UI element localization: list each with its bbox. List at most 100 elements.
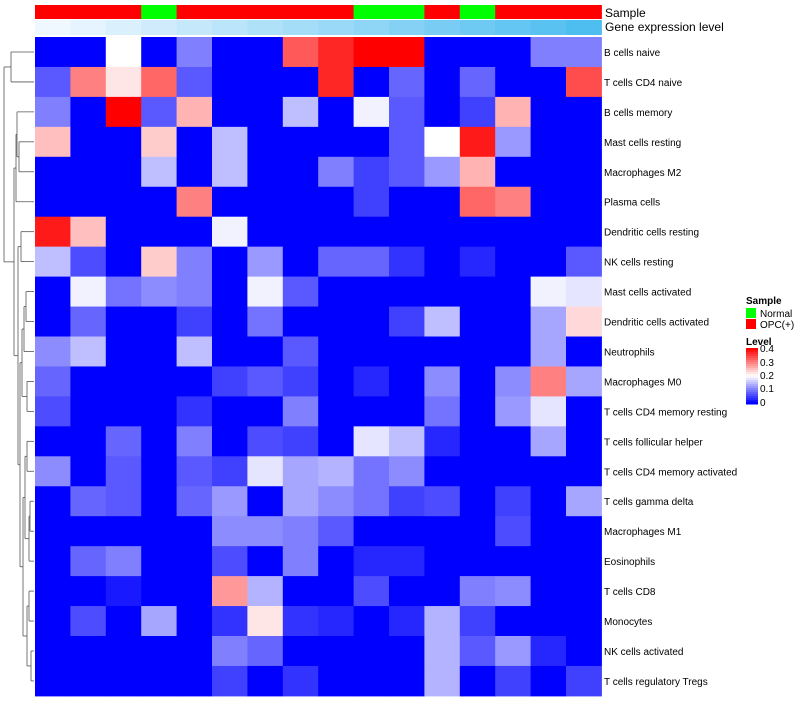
heatmap-cell-r14-c8	[282, 426, 319, 457]
heatmap-cell-r5-c2	[70, 156, 107, 188]
heatmap-cell-r17-c15	[530, 516, 567, 547]
heatmap-cell-r4-c8	[282, 126, 319, 158]
heatmap-cell-r15-c9	[318, 456, 355, 487]
heatmap-cell-r5-c8	[282, 156, 319, 188]
heatmap-cell-r13-c13	[459, 396, 496, 427]
heatmap-cell-r18-c9	[318, 546, 355, 577]
heatmap-cell-r13-c12	[424, 396, 461, 427]
heatmap-cell-r16-c10	[353, 486, 390, 517]
heatmap-cell-r6-c14	[495, 186, 532, 218]
legend-colorbar	[746, 348, 758, 405]
heatmap-cell-r7-c12	[424, 216, 461, 248]
colorbar-step-14	[746, 374, 758, 377]
heatmap-cell-r3-c15	[530, 96, 567, 128]
heatmap-cell-r15-c4	[141, 456, 178, 487]
heatmap-cell-r4-c10	[353, 126, 390, 158]
sample-annot-cell-8	[282, 5, 319, 19]
heatmap-cell-r7-c15	[530, 216, 567, 248]
heatmap-cell-r18-c1	[35, 546, 71, 577]
heatmap-cell-r20-c4	[141, 606, 178, 637]
heatmap-cell-r10-c14	[495, 306, 532, 337]
heatmap-cell-r13-c1	[35, 396, 71, 427]
heatmap-cell-r9-c11	[389, 276, 425, 308]
heatmap-cell-r7-c13	[459, 216, 496, 248]
heatmap-cell-r13-c3	[105, 396, 142, 427]
heatmap-cell-r1-c8	[282, 37, 319, 68]
sample-annot-cell-6	[212, 5, 248, 19]
heatmap-cell-r10-c13	[459, 306, 496, 337]
heatmap-cell-r4-c11	[389, 126, 425, 158]
heatmap-cell-r15-c1	[35, 456, 71, 487]
heatmap-cell-r6-c16	[566, 186, 602, 218]
heatmap-cell-r8-c3	[105, 246, 142, 278]
sample-annot-cell-16	[566, 5, 602, 19]
heatmap-cell-r18-c5	[176, 546, 213, 577]
heatmap-cell-r1-c10	[353, 37, 390, 68]
heatmap-cell-r8-c5	[176, 246, 213, 278]
heatmap-cell-r3-c14	[495, 96, 532, 128]
heatmap-cell-r20-c12	[424, 606, 461, 637]
row-label-14: T cells follicular helper	[604, 437, 703, 448]
heatmap-cell-r20-c16	[566, 606, 602, 637]
heatmap-cell-r21-c16	[566, 636, 602, 667]
expression-annot-cell-11	[389, 20, 425, 35]
heatmap-cell-r10-c11	[389, 306, 425, 337]
heatmap-cell-r11-c4	[141, 336, 178, 367]
colorbar-step-24	[746, 394, 758, 397]
expression-annot-cell-6	[212, 20, 248, 35]
heatmap-cell-r5-c1	[35, 156, 71, 188]
heatmap-cell-r10-c1	[35, 306, 71, 337]
heatmap-cell-r3-c6	[212, 96, 248, 128]
heatmap-cell-r3-c11	[389, 96, 425, 128]
legend-tick-0.4: 0.4	[760, 344, 774, 355]
heatmap-cell-r12-c1	[35, 366, 71, 397]
heatmap-cell-r3-c13	[459, 96, 496, 128]
expression-annot-cell-9	[318, 20, 355, 35]
heatmap-cell-r10-c3	[105, 306, 142, 337]
sample-annotation-bar	[35, 5, 602, 19]
heatmap-cell-r22-c7	[247, 665, 284, 697]
heatmap-cell-r12-c13	[459, 366, 496, 397]
heatmap-cell-r20-c15	[530, 606, 567, 637]
heatmap-cell-r15-c5	[176, 456, 213, 487]
heatmap-cell-r21-c5	[176, 636, 213, 667]
heatmap-cell-r5-c9	[318, 156, 355, 188]
heatmap-cell-r15-c11	[389, 456, 425, 487]
heatmap-cell-r9-c14	[495, 276, 532, 308]
heatmap-cell-r5-c14	[495, 156, 532, 188]
heatmap-cell-r5-c15	[530, 156, 567, 188]
heatmap-cell-r22-c4	[141, 665, 178, 697]
heatmap-cell-r4-c1	[35, 126, 71, 158]
heatmap-cell-r8-c4	[141, 246, 178, 278]
colorbar-step-23	[746, 392, 758, 395]
heatmap-cell-r18-c11	[389, 546, 425, 577]
legend-tick-0.1: 0.1	[760, 384, 774, 395]
heatmap-cell-r2-c9	[318, 66, 355, 98]
heatmap-cell-r7-c2	[70, 216, 107, 248]
heatmap-cell-r6-c10	[353, 186, 390, 218]
heatmap-cell-r16-c16	[566, 486, 602, 517]
colorbar-step-13	[746, 372, 758, 375]
heatmap-cell-r16-c15	[530, 486, 567, 517]
heatmap-cell-r21-c6	[212, 636, 248, 667]
heatmap-cell-r5-c13	[459, 156, 496, 188]
heatmap-cell-r19-c6	[212, 576, 248, 607]
heatmap-cell-r16-c2	[70, 486, 107, 517]
heatmap-cell-r1-c13	[459, 37, 496, 68]
heatmap-cell-r4-c15	[530, 126, 567, 158]
heatmap-cell-r9-c9	[318, 276, 355, 308]
heatmap-cell-r11-c12	[424, 336, 461, 367]
row-label-8: NK cells resting	[604, 258, 673, 269]
heatmap-cell-r19-c13	[459, 576, 496, 607]
heatmap-cell-r18-c7	[247, 546, 284, 577]
colorbar-step-10	[746, 366, 758, 369]
heatmap-cell-r9-c10	[353, 276, 390, 308]
sample-annot-cell-14	[495, 5, 532, 19]
colorbar-step-4	[746, 354, 758, 357]
heatmap-cell-r14-c11	[389, 426, 425, 457]
heatmap-cell-r19-c11	[389, 576, 425, 607]
heatmap-cell-r14-c4	[141, 426, 178, 457]
sample-annot-cell-9	[318, 5, 355, 19]
heatmap-cell-r22-c15	[530, 665, 567, 697]
